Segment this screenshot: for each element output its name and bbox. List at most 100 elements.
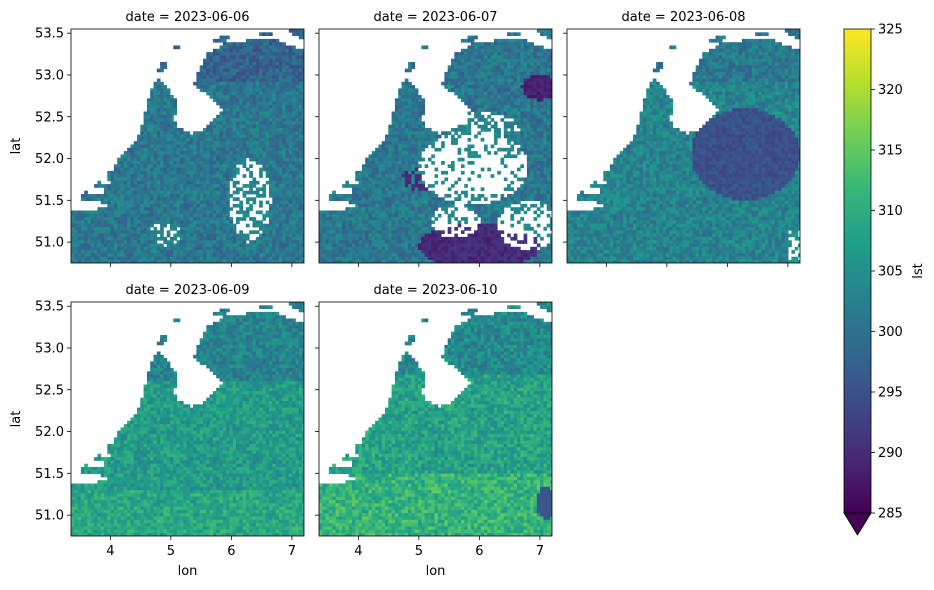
- lst-cell: [160, 114, 164, 119]
- lst-cell: [470, 170, 475, 175]
- lst-cell: [408, 85, 412, 89]
- lst-cell: [226, 164, 230, 168]
- lst-cell: [298, 164, 303, 168]
- lst-cell: [222, 253, 227, 258]
- lst-cell: [150, 104, 154, 109]
- lst-cell: [292, 217, 296, 221]
- lst-cell: [533, 111, 538, 116]
- lst-cell: [160, 250, 164, 254]
- lst-cell: [107, 250, 111, 254]
- lst-cell: [467, 118, 472, 122]
- lst-cell: [203, 58, 207, 63]
- lst-cell: [179, 164, 184, 168]
- lst-cell: [140, 236, 144, 241]
- lst-cell: [245, 141, 250, 145]
- lst-cell: [295, 65, 300, 69]
- lst-cell: [431, 134, 435, 139]
- lst-cell: [454, 65, 458, 69]
- lst-cell: [104, 223, 108, 228]
- lst-cell: [236, 170, 240, 175]
- lst-cell: [460, 157, 465, 162]
- lst-cell: [203, 81, 207, 86]
- lst-cell: [226, 108, 230, 112]
- lst-cell: [295, 88, 300, 93]
- lst-cell: [209, 81, 214, 86]
- lst-cell: [487, 114, 491, 119]
- lst-cell: [236, 203, 240, 208]
- lst-cell: [269, 118, 273, 122]
- lst-cell: [209, 240, 214, 244]
- lst-cell: [209, 233, 214, 238]
- lst-cell: [245, 131, 250, 135]
- lst-cell: [166, 240, 171, 244]
- lst-cell: [262, 236, 267, 241]
- lst-cell: [219, 240, 224, 244]
- lst-cell: [523, 55, 528, 60]
- lst-cell: [526, 68, 531, 73]
- lst-cell: [381, 170, 386, 175]
- lst-cell: [408, 81, 412, 86]
- lst-cell: [421, 124, 425, 129]
- lst-cell: [130, 227, 135, 231]
- lst-cell: [199, 157, 204, 162]
- lst-cell: [222, 223, 227, 228]
- lst-cell: [199, 246, 204, 251]
- lst-cell: [259, 114, 263, 119]
- lst-cell: [388, 170, 392, 175]
- lst-cell: [219, 151, 224, 155]
- lst-cell: [242, 45, 247, 50]
- lst-cell: [533, 124, 538, 129]
- lst-cell: [378, 194, 383, 198]
- lst-cell: [199, 161, 204, 165]
- lst-cell: [206, 210, 210, 215]
- lst-cell: [193, 147, 197, 152]
- lst-cell: [550, 29, 552, 33]
- lst-cell: [173, 128, 177, 132]
- lst-cell: [526, 128, 531, 132]
- lst-cell: [249, 88, 253, 93]
- lst-cell: [140, 164, 144, 168]
- lst-cell: [298, 207, 303, 211]
- lst-cell: [288, 223, 293, 228]
- lst-cell: [110, 177, 115, 182]
- lst-cell: [288, 250, 293, 254]
- lst-cell: [460, 55, 465, 60]
- lst-cell: [209, 85, 214, 89]
- lst-cell: [179, 227, 184, 231]
- lst-cell: [292, 85, 296, 89]
- lst-cell: [282, 170, 286, 175]
- lst-cell: [113, 177, 118, 182]
- lst-cell: [282, 230, 286, 234]
- lst-cell: [229, 170, 234, 175]
- panel-title: date = 2023-06-06: [125, 10, 249, 25]
- lst-cell: [500, 48, 505, 53]
- lst-cell: [401, 104, 406, 109]
- lst-cell: [275, 134, 280, 139]
- lst-cell: [209, 187, 214, 192]
- lst-cell: [282, 253, 286, 258]
- lst-cell: [269, 32, 273, 36]
- lst-cell: [143, 200, 148, 205]
- lst-cell: [196, 190, 201, 195]
- lst-cell: [97, 210, 102, 215]
- lst-cell: [484, 88, 488, 93]
- lst-cell: [265, 137, 270, 142]
- lst-cell: [530, 170, 534, 175]
- lst-cell: [236, 253, 240, 258]
- lst-cell: [255, 114, 260, 119]
- lst-cell: [239, 85, 243, 89]
- lst-cell: [232, 45, 237, 50]
- lst-cell: [401, 114, 406, 119]
- lst-cell: [196, 180, 201, 185]
- lst-cell: [457, 65, 462, 69]
- lst-cell: [408, 111, 412, 116]
- lst-cell: [404, 108, 409, 112]
- lst-cell: [249, 260, 253, 263]
- lst-cell: [533, 147, 538, 152]
- lst-cell: [269, 250, 273, 254]
- lst-cell: [153, 141, 158, 145]
- lst-cell: [209, 141, 214, 145]
- lst-cell: [107, 253, 111, 258]
- lst-cell: [160, 203, 164, 208]
- lst-cell: [411, 114, 416, 119]
